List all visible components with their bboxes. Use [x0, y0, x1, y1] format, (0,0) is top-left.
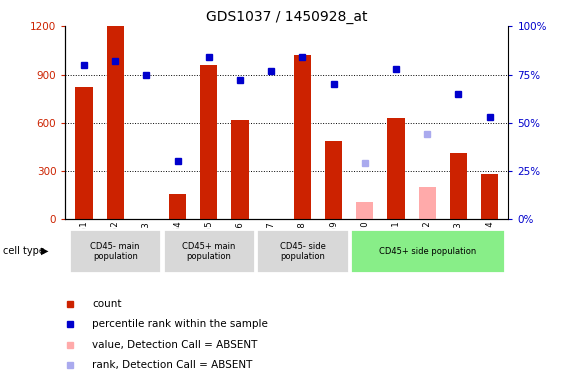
Text: count: count	[92, 298, 122, 309]
Bar	[356, 202, 373, 219]
Text: value, Detection Call = ABSENT: value, Detection Call = ABSENT	[92, 340, 257, 350]
Text: CD45+ side population: CD45+ side population	[379, 247, 476, 256]
Bar	[419, 187, 436, 219]
Bar	[294, 55, 311, 219]
FancyBboxPatch shape	[256, 229, 349, 273]
Text: ▶: ▶	[41, 246, 48, 256]
Bar	[107, 26, 124, 219]
FancyBboxPatch shape	[350, 229, 504, 273]
Text: CD45+ main
population: CD45+ main population	[182, 242, 236, 261]
Bar	[232, 120, 249, 219]
Text: cell type: cell type	[3, 246, 45, 256]
Text: percentile rank within the sample: percentile rank within the sample	[92, 319, 268, 329]
Bar	[481, 174, 498, 219]
FancyBboxPatch shape	[162, 229, 255, 273]
Bar	[450, 153, 467, 219]
Text: rank, Detection Call = ABSENT: rank, Detection Call = ABSENT	[92, 360, 252, 370]
Text: CD45- main
population: CD45- main population	[90, 242, 140, 261]
Text: CD45- side
population: CD45- side population	[279, 242, 325, 261]
Bar	[76, 87, 93, 219]
Bar	[169, 194, 186, 219]
Bar	[325, 141, 342, 219]
Bar	[201, 65, 218, 219]
FancyBboxPatch shape	[69, 229, 161, 273]
Bar	[387, 118, 404, 219]
Title: GDS1037 / 1450928_at: GDS1037 / 1450928_at	[206, 10, 367, 24]
